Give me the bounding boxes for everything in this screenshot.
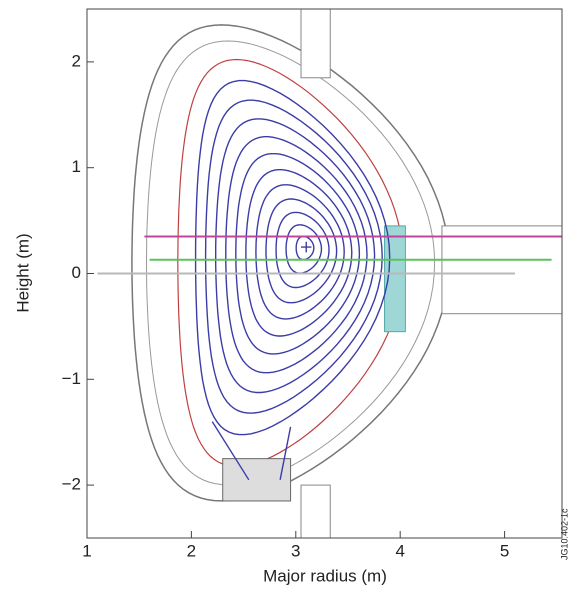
top-port: [301, 9, 330, 78]
x-tick-label: 2: [187, 541, 196, 560]
x-tick-label: 1: [82, 541, 91, 560]
x-tick-label: 4: [395, 541, 404, 560]
chart: Major radius (m) Height (m) JG10.402-1c …: [0, 0, 568, 590]
y-tick-label: −2: [62, 475, 81, 494]
y-tick-label: 2: [72, 51, 81, 70]
flux-surface: [286, 225, 321, 273]
flux-surface: [296, 236, 314, 259]
y-axis-label: Height (m): [13, 233, 32, 312]
figure-code: JG10.402-1c: [559, 508, 568, 560]
magnetic-axis: [301, 242, 311, 253]
x-tick-label: 5: [500, 541, 509, 560]
y-tick-label: −1: [62, 369, 81, 388]
x-tick-label: 3: [291, 541, 300, 560]
bottom-port: [301, 485, 330, 538]
y-tick-label: 0: [72, 263, 81, 282]
right-port: [442, 226, 562, 314]
x-axis-label: Major radius (m): [263, 566, 387, 585]
y-tick-label: 1: [72, 157, 81, 176]
flux-surface: [206, 100, 383, 413]
flux-surface: [256, 185, 344, 319]
